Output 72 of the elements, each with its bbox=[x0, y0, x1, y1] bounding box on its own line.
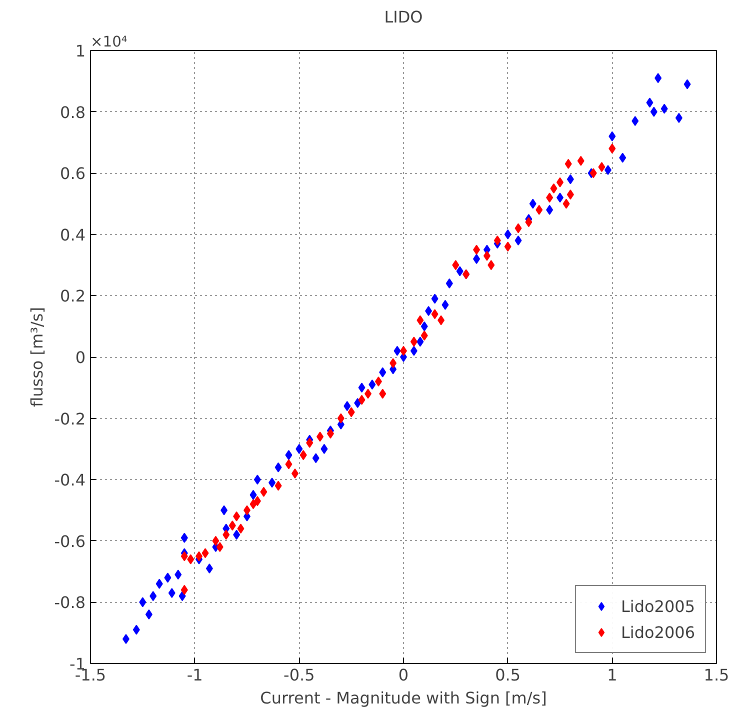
y-tick-label: -0.4 bbox=[54, 470, 86, 490]
y-axis-title: flusso [m³/s] bbox=[27, 307, 46, 407]
point bbox=[254, 496, 261, 506]
x-tick-label: -0.5 bbox=[284, 666, 315, 684]
point bbox=[222, 530, 230, 540]
point bbox=[274, 480, 282, 491]
point bbox=[608, 144, 616, 154]
x-tick-label: 1 bbox=[607, 666, 618, 684]
point bbox=[260, 486, 268, 497]
legend-label: Lido2005 bbox=[620, 596, 695, 616]
y-tick-label: -0.6 bbox=[54, 532, 86, 551]
point bbox=[306, 438, 314, 448]
point bbox=[536, 204, 543, 215]
point bbox=[504, 242, 512, 252]
point bbox=[216, 542, 224, 552]
legend-label: Lido2006 bbox=[620, 622, 695, 642]
text: ×10⁴ bbox=[90, 34, 128, 50]
y-tick-label: 0.4 bbox=[60, 225, 86, 244]
point bbox=[420, 330, 428, 341]
point bbox=[326, 428, 334, 439]
point bbox=[550, 183, 558, 194]
y-tick-label: 0.8 bbox=[60, 102, 86, 122]
point bbox=[438, 315, 445, 326]
point bbox=[514, 223, 522, 234]
point bbox=[291, 468, 298, 478]
point bbox=[452, 260, 460, 270]
y-tick-label: 0.6 bbox=[60, 164, 86, 184]
x-axis-title: Current - Magnitude with Sign [m/s] bbox=[260, 688, 547, 708]
point bbox=[300, 450, 307, 460]
x-tick-label: -1 bbox=[186, 666, 203, 684]
point bbox=[483, 250, 490, 261]
y-tick-label: -0.8 bbox=[54, 593, 86, 612]
point bbox=[233, 511, 240, 522]
point bbox=[196, 551, 203, 562]
point bbox=[180, 551, 188, 562]
x-tick-label: 0.5 bbox=[495, 666, 521, 684]
y-tick-label: 1 bbox=[75, 42, 86, 60]
point bbox=[379, 388, 386, 399]
point bbox=[410, 336, 418, 347]
point bbox=[488, 260, 495, 270]
point bbox=[202, 548, 209, 558]
point bbox=[431, 309, 438, 320]
chart-title: LIDO bbox=[384, 8, 423, 26]
point bbox=[525, 217, 532, 228]
point bbox=[237, 524, 244, 534]
point bbox=[566, 190, 574, 200]
x-tick-label: 0 bbox=[398, 666, 409, 684]
y-tick-label: -0.2 bbox=[54, 409, 86, 428]
point bbox=[250, 499, 257, 510]
point bbox=[473, 244, 480, 255]
point bbox=[390, 358, 397, 368]
point bbox=[416, 315, 424, 326]
point bbox=[337, 413, 344, 424]
point bbox=[564, 158, 572, 169]
y-tick-label: 0 bbox=[75, 348, 86, 367]
point bbox=[180, 584, 188, 595]
point bbox=[187, 554, 194, 564]
point bbox=[348, 407, 355, 418]
point bbox=[212, 536, 220, 546]
point bbox=[358, 394, 366, 405]
point bbox=[577, 156, 584, 166]
point bbox=[228, 520, 236, 531]
point bbox=[285, 459, 292, 470]
y-tick-label: 0.2 bbox=[60, 286, 86, 306]
point bbox=[494, 236, 501, 246]
point bbox=[562, 198, 570, 209]
x-tick-label: 1.5 bbox=[704, 666, 730, 684]
point bbox=[316, 432, 324, 442]
point bbox=[364, 388, 372, 399]
point bbox=[374, 376, 382, 387]
point bbox=[546, 192, 554, 203]
point bbox=[598, 162, 606, 172]
